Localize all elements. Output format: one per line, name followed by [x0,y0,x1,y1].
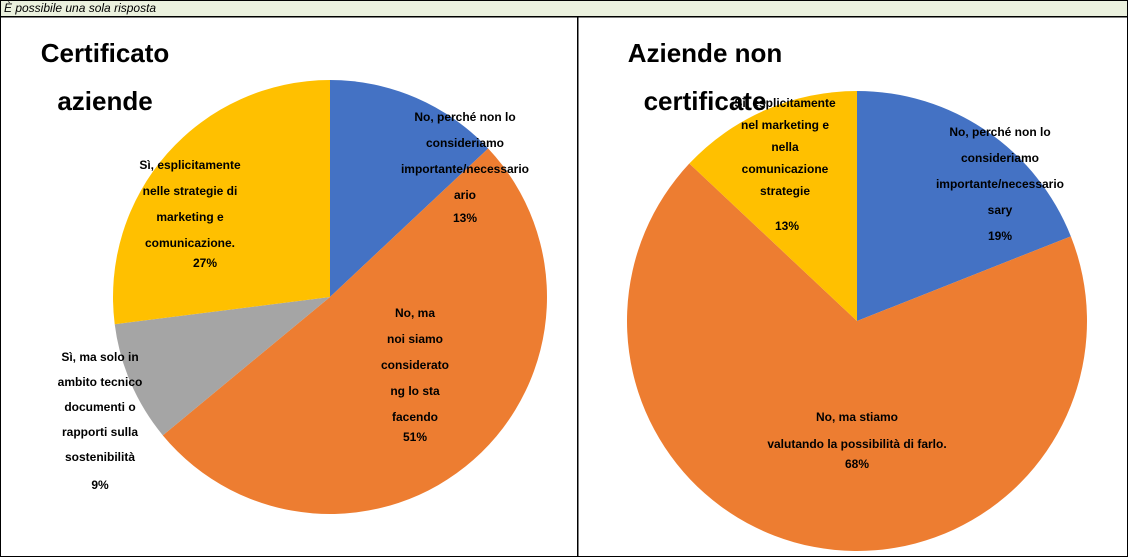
value-label: 19% [988,229,1012,243]
pie-slice [330,80,489,297]
header-text: È possibile una sola risposta [4,0,156,15]
chart-title: Aziende non certificate [628,38,783,116]
value-label: 27% [193,256,217,270]
pie-slice [114,297,330,436]
slice-label: No, perché non lo consideriamo importante/… [936,125,1064,217]
value-label: 13% [775,219,799,233]
slice-label: Sì, esplicitamente nelle strategie di mark… [139,158,241,250]
pie-slice [627,163,1088,552]
pie-slice [162,148,548,515]
value-label: 51% [403,430,427,444]
value-label: 9% [91,478,109,492]
pie-slice [689,91,857,321]
chart-title: Certificato aziende [41,38,170,116]
value-label: 68% [845,457,869,471]
slice-label: Sì, esplicitamente nel marketing e nella co… [734,96,836,198]
slice-label: No, ma noi siamo considerato ng lo sta facen… [381,306,449,424]
slice-label: No, perché non lo consideriamo importante/… [401,110,529,202]
pie-slice [857,91,1071,321]
header-bar [0,0,1128,17]
slice-label: No, ma stiamo valutando la possibilità di… [767,410,946,451]
pie-slice [112,80,330,325]
value-label: 13% [453,211,477,225]
